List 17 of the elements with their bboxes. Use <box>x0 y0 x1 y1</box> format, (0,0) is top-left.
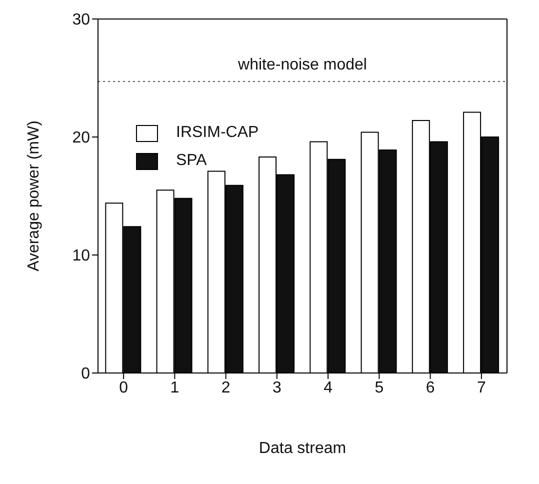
y-tick-label: 20 <box>72 130 90 147</box>
x-tick-label: 4 <box>324 379 333 396</box>
x-tick-label: 5 <box>374 379 384 396</box>
legend-label: SPA <box>176 152 207 170</box>
legend-label: IRSIM-CAP <box>176 124 259 142</box>
x-tick-label: 6 <box>426 379 435 396</box>
x-tick-label: 7 <box>476 379 486 396</box>
y-tick-label: 0 <box>81 366 90 383</box>
y-tick-label: 30 <box>72 12 90 29</box>
x-axis-title: Data stream <box>258 440 346 457</box>
x-tick-label: 2 <box>221 379 230 396</box>
ref-line-label: white-noise model <box>237 56 367 74</box>
x-tick-label: 3 <box>272 379 282 396</box>
y-tick-label: 10 <box>72 248 90 265</box>
y-axis-title: Average power (mW) <box>26 120 43 272</box>
x-tick-label: 1 <box>170 379 180 396</box>
x-tick-label: 0 <box>119 379 128 396</box>
